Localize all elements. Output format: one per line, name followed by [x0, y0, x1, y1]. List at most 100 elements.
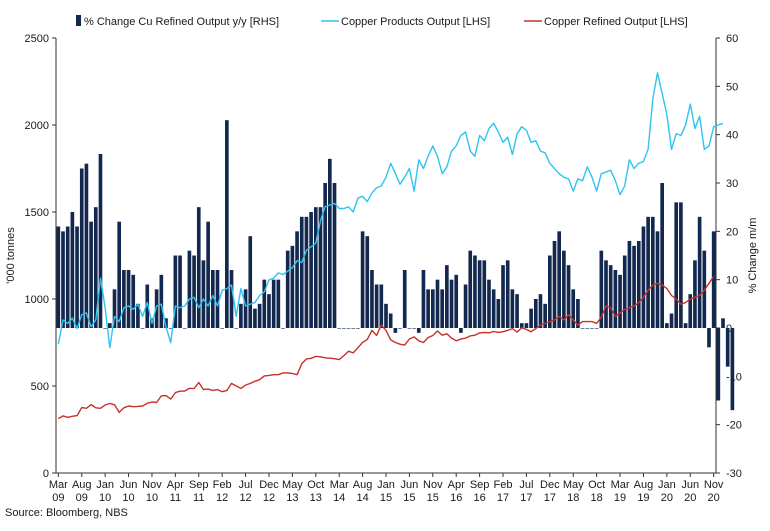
bar — [304, 216, 309, 328]
bar — [173, 255, 178, 328]
bar — [342, 328, 346, 329]
bar — [618, 274, 622, 328]
x-tick-label: Sep — [470, 479, 490, 491]
x-tick-label-year: 12 — [239, 492, 251, 504]
x-tick-label-year: 17 — [497, 492, 509, 504]
bar — [140, 328, 145, 329]
x-tick-label: Sep — [189, 479, 209, 491]
bar-series — [56, 120, 735, 411]
bar — [248, 236, 253, 328]
bar — [473, 255, 477, 328]
copper-products-line — [57, 72, 724, 349]
x-tick-label-year: 14 — [333, 492, 345, 504]
bar — [328, 158, 332, 328]
bar — [562, 250, 566, 328]
left-tick-label: 0 — [43, 468, 49, 480]
bar — [454, 274, 459, 328]
x-tick-label: Jun — [120, 479, 138, 491]
bar — [182, 328, 187, 329]
x-tick-label: Nov — [142, 479, 162, 491]
bar — [725, 328, 730, 367]
x-tick-label-year: 20 — [708, 492, 720, 504]
x-tick-label: Jan — [658, 479, 676, 491]
bar — [61, 231, 65, 328]
bar — [604, 260, 608, 328]
left-tick-label: 2500 — [25, 33, 49, 45]
bar — [693, 260, 697, 328]
x-tick-label-year: 09 — [76, 492, 88, 504]
left-tick-label: 1500 — [25, 207, 49, 219]
x-tick-label: Jun — [401, 479, 419, 491]
bar — [220, 328, 224, 329]
x-tick-label: Jul — [519, 479, 533, 491]
x-tick-label: Feb — [213, 479, 232, 491]
right-tick-label: 30 — [726, 178, 738, 190]
bar — [665, 323, 669, 328]
copper-refined-line — [57, 276, 715, 420]
x-tick-label-year: 15 — [427, 492, 439, 504]
x-tick-label-year: 15 — [380, 492, 392, 504]
bar — [440, 289, 444, 328]
bar — [70, 212, 75, 328]
bar — [285, 250, 290, 328]
bar — [299, 216, 304, 328]
bar — [384, 303, 388, 328]
x-tick-label: May — [282, 479, 303, 491]
x-tick-label-year: 10 — [146, 492, 158, 504]
bar — [449, 279, 454, 328]
x-tick-label-year: 13 — [286, 492, 298, 504]
bar — [103, 328, 107, 329]
bar — [271, 279, 276, 328]
bar — [365, 236, 370, 328]
bar — [388, 313, 393, 328]
x-tick-label: Jun — [681, 479, 699, 491]
bar — [374, 284, 379, 328]
right-tick-label: -30 — [726, 468, 742, 480]
bar — [262, 279, 267, 328]
bar — [356, 328, 360, 329]
bar — [229, 270, 234, 328]
bar — [398, 328, 402, 329]
bar — [674, 202, 679, 328]
left-tick-label: 500 — [31, 381, 49, 393]
right-tick-label: 20 — [726, 226, 738, 238]
bar — [524, 323, 529, 328]
x-tick-label-year: 19 — [637, 492, 649, 504]
bar — [201, 260, 206, 328]
bar — [253, 308, 257, 328]
left-axis-title: '000 tonnes — [5, 227, 17, 284]
x-tick-label-year: 20 — [661, 492, 673, 504]
bar — [281, 328, 285, 329]
right-tick-label: 60 — [726, 33, 738, 45]
bar — [721, 318, 725, 328]
bar — [393, 328, 398, 333]
bar — [79, 168, 84, 328]
x-tick-label-year: 18 — [567, 492, 579, 504]
x-tick-label: Apr — [167, 479, 184, 491]
x-tick-label: Jan — [377, 479, 395, 491]
bar — [580, 328, 585, 329]
bar — [379, 284, 384, 328]
bar — [707, 328, 711, 348]
bar — [370, 270, 374, 328]
bar — [730, 328, 735, 411]
bar — [126, 270, 131, 328]
x-tick-label-year: 19 — [614, 492, 626, 504]
x-tick-label: Mar — [49, 479, 68, 491]
bar — [65, 226, 70, 328]
x-tick-label-year: 18 — [591, 492, 603, 504]
bar — [529, 308, 533, 328]
line-series — [57, 72, 724, 420]
bar — [234, 328, 239, 329]
x-tick-label: Mar — [611, 479, 630, 491]
bar — [585, 328, 590, 329]
bar — [412, 328, 416, 329]
bar — [426, 289, 430, 328]
bar — [482, 260, 487, 328]
bar — [711, 231, 716, 328]
x-tick-label-year: 10 — [122, 492, 134, 504]
bar — [548, 255, 552, 328]
bar — [187, 250, 192, 328]
x-tick-label: May — [563, 479, 584, 491]
x-tick-label: Jul — [239, 479, 253, 491]
